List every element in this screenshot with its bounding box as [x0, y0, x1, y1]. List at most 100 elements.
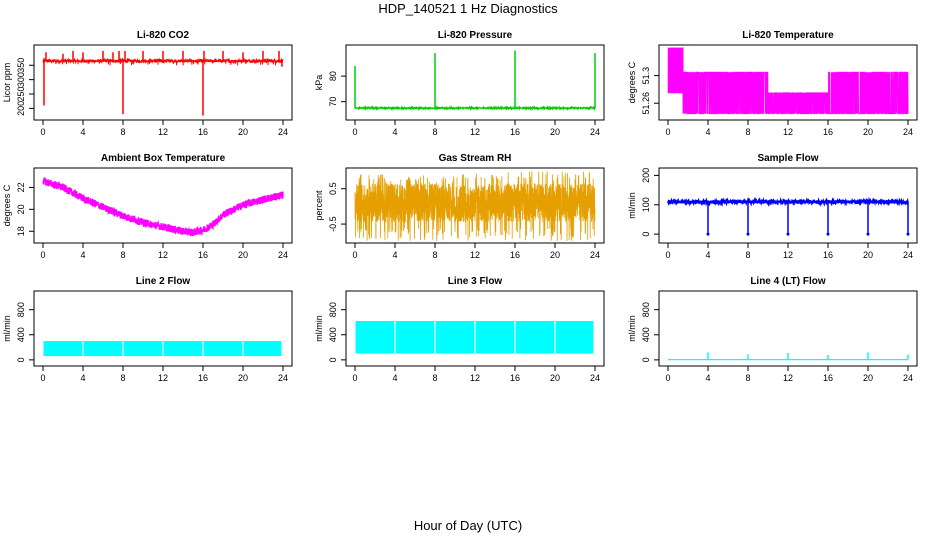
- x-tick-label: 8: [432, 250, 437, 260]
- y-tick-label: 200: [16, 101, 26, 116]
- panel-1: Li-820 Pressure kPa 0 4 8 12 16 20 24 70 80: [314, 30, 605, 137]
- series: [354, 171, 596, 242]
- x-tick-label: 4: [392, 250, 397, 260]
- flow-block: [475, 320, 515, 354]
- panel-7: Line 3 Flow ml/min 0 4 8 12 16 20 24 0 400 800: [314, 276, 605, 383]
- series: [43, 341, 282, 357]
- x-tick-label: 4: [80, 127, 85, 137]
- series-line: [354, 171, 596, 242]
- x-tick-label: 12: [470, 127, 480, 137]
- panel-title: Line 4 (LT) Flow: [750, 276, 826, 287]
- x-tick-label: 8: [120, 373, 125, 383]
- x-tick-label: 4: [80, 373, 85, 383]
- x-tick-label: 16: [510, 127, 520, 137]
- panel-title: Ambient Box Temperature: [101, 153, 226, 164]
- x-tick-label: 0: [40, 127, 45, 137]
- y-tick-label: 350: [16, 58, 26, 73]
- x-tick-label: 0: [665, 127, 670, 137]
- x-tick-label: 4: [705, 127, 710, 137]
- x-tick-label: 8: [432, 127, 437, 137]
- panel-3: Ambient Box Temperature degrees C 0 4 8 12 16 2…: [2, 153, 293, 260]
- y-axis-label: kPa: [314, 75, 324, 91]
- y-tick-label: -0.5: [328, 216, 338, 232]
- y-axis-label: ml/min: [627, 315, 637, 342]
- y-axis-label: ml/min: [627, 192, 637, 219]
- series: [42, 176, 284, 237]
- x-tick-label: 20: [550, 373, 560, 383]
- x-tick-label: 12: [158, 127, 168, 137]
- x-tick-label: 4: [392, 127, 397, 137]
- x-tick-label: 8: [432, 373, 437, 383]
- panel-5: Sample Flow ml/min 0 4 8 12 16 20 24 0 100 200: [627, 153, 918, 260]
- flow-block: [515, 320, 555, 354]
- y-tick-label: 70: [328, 97, 338, 107]
- x-tick-label: 12: [783, 373, 793, 383]
- y-tick-label: 400: [16, 327, 26, 342]
- x-tick-label: 8: [120, 127, 125, 137]
- x-tick-label: 24: [278, 250, 288, 260]
- x-tick-label: 16: [823, 127, 833, 137]
- panel-title: Line 3 Flow: [448, 276, 503, 287]
- y-tick-label: 20: [16, 204, 26, 214]
- y-tick-label: 80: [328, 71, 338, 81]
- dip-point: [826, 232, 830, 236]
- x-tick-label: 20: [550, 250, 560, 260]
- y-tick-label: 0: [328, 357, 338, 362]
- panel-title: Gas Stream RH: [439, 153, 512, 164]
- x-tick-label: 20: [238, 373, 248, 383]
- dip-point: [866, 232, 870, 236]
- x-tick-label: 0: [665, 250, 670, 260]
- x-tick-label: 8: [745, 250, 750, 260]
- x-tick-label: 0: [352, 127, 357, 137]
- x-tick-label: 20: [238, 127, 248, 137]
- x-tick-label: 24: [590, 250, 600, 260]
- panel-title: Li-820 Temperature: [742, 30, 834, 41]
- flow-block: [395, 320, 435, 354]
- panel-0: Li-820 CO2 Licor ppm 0 4 8 12 16 20 24 2002503003…: [2, 30, 293, 137]
- panel-title: Li-820 CO2: [137, 30, 190, 41]
- panel-6: Line 2 Flow ml/min 0 4 8 12 16 20 24 0 400 800: [2, 276, 293, 383]
- dip-point: [746, 232, 750, 236]
- y-tick-label: 400: [328, 327, 338, 342]
- x-tick-label: 16: [198, 373, 208, 383]
- x-tick-label: 0: [352, 250, 357, 260]
- flow-block: [555, 320, 594, 354]
- y-tick-label: 100: [641, 197, 651, 212]
- panel-4: Gas Stream RH percent 0 4 8 12 16 20 24 -0.5 0.5: [314, 153, 605, 260]
- y-axis-label: Licor ppm: [2, 63, 12, 103]
- y-tick-label: 800: [328, 302, 338, 317]
- y-tick-label: 0.5: [328, 182, 338, 195]
- x-tick-label: 0: [40, 373, 45, 383]
- x-tick-label: 20: [863, 127, 873, 137]
- x-tick-label: 24: [903, 250, 913, 260]
- x-tick-label: 24: [278, 127, 288, 137]
- y-tick-label: 51.26: [641, 92, 651, 115]
- y-axis-label: degrees C: [627, 61, 637, 103]
- x-tick-label: 20: [863, 373, 873, 383]
- series-line: [42, 176, 284, 237]
- x-axis-title: Hour of Day (UTC): [413, 518, 523, 533]
- x-tick-label: 20: [550, 127, 560, 137]
- x-tick-label: 8: [120, 250, 125, 260]
- x-tick-label: 20: [863, 250, 873, 260]
- series-line: [354, 105, 596, 112]
- x-tick-label: 24: [903, 373, 913, 383]
- panel-title: Line 2 Flow: [136, 276, 191, 287]
- x-tick-label: 4: [705, 250, 710, 260]
- x-tick-label: 16: [510, 373, 520, 383]
- y-axis-label: ml/min: [2, 315, 12, 342]
- x-tick-label: 4: [392, 373, 397, 383]
- flow-block: [43, 341, 83, 357]
- y-tick-label: 250: [16, 86, 26, 101]
- x-tick-label: 12: [783, 127, 793, 137]
- series: [42, 50, 284, 116]
- panel-title: Sample Flow: [757, 153, 818, 164]
- y-tick-label: 22: [16, 182, 26, 192]
- x-tick-label: 4: [80, 250, 85, 260]
- flow-block: [355, 320, 395, 354]
- x-tick-label: 12: [158, 373, 168, 383]
- dip-point: [786, 232, 790, 236]
- figure-title: HDP_140521 1 Hz Diagnostics: [378, 1, 558, 16]
- x-tick-label: 16: [823, 250, 833, 260]
